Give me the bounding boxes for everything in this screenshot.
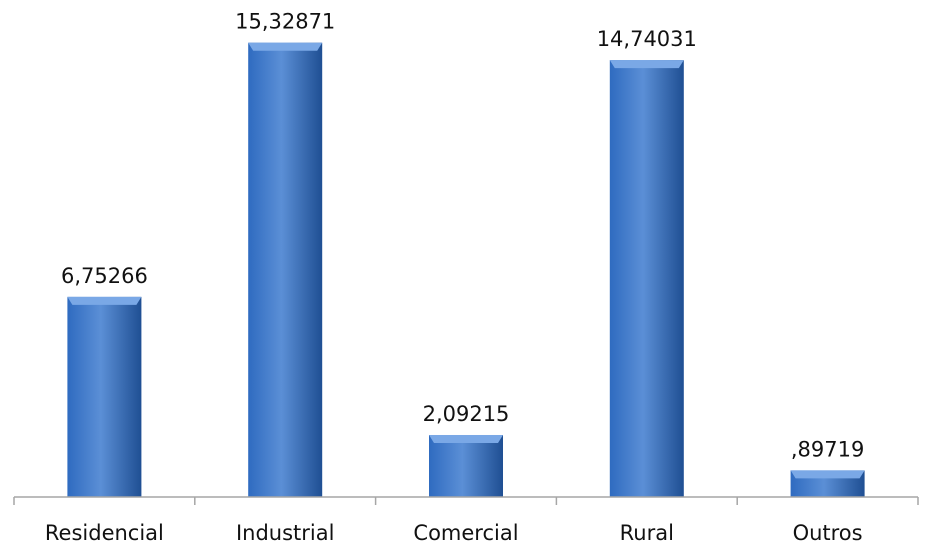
x-axis: Residencial Industrial Comercial Rural Outro… [13, 496, 919, 545]
x-tick-label-comercial: Comercial [413, 521, 518, 545]
x-tick-label-residencial: Residencial [45, 521, 164, 545]
data-label-industrial: 15,32871 [235, 10, 335, 34]
bar-body [609, 60, 684, 497]
bar-top-bevel [67, 296, 142, 305]
bar-outros [790, 470, 865, 497]
bar-rural [609, 60, 684, 497]
bars-layer [67, 42, 865, 498]
bar-body [67, 296, 142, 497]
data-label-rural: 14,74031 [597, 27, 697, 51]
bar-top-bevel [790, 470, 865, 479]
x-tick-label-rural: Rural [620, 521, 674, 545]
x-tick-label-industrial: Industrial [236, 521, 335, 545]
bar-top-bevel [609, 60, 684, 69]
x-tick-label-outros: Outros [793, 521, 863, 545]
bar-top-bevel [429, 434, 503, 443]
data-labels-layer: 6,75266 15,32871 2,09215 14,74031 ,89719 [61, 10, 864, 462]
bar-residencial [67, 296, 142, 497]
data-label-comercial: 2,09215 [423, 402, 510, 426]
data-label-outros: ,89719 [791, 437, 864, 461]
bar-body [429, 434, 503, 497]
bar-comercial [429, 434, 503, 497]
data-label-residencial: 6,75266 [61, 264, 148, 288]
bar-body [248, 42, 323, 498]
bar-industrial [248, 42, 323, 498]
bar-top-bevel [248, 42, 323, 51]
